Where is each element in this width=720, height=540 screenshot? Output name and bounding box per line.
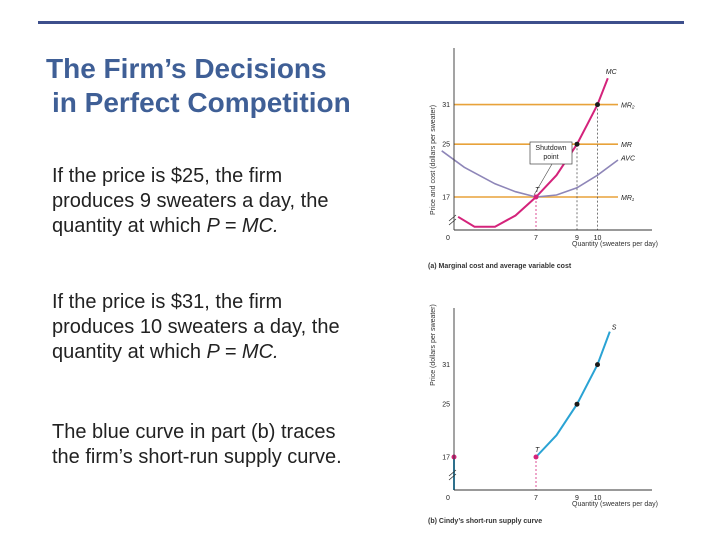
avc-label: AVC bbox=[620, 155, 636, 162]
x-tick-label: 10 bbox=[594, 495, 602, 502]
chart-a-x-axis-label: Quantity (sweaters per day) bbox=[572, 241, 658, 248]
y-tick-label: 25 bbox=[442, 402, 450, 409]
paragraph-supply-curve: The blue curve in part (b) traces the fi… bbox=[52, 420, 352, 470]
shutdown-point-label: Shutdown point bbox=[535, 145, 567, 161]
axis-break bbox=[448, 214, 457, 226]
chart-b-supply-curve: Price (dollars per sweater) T 0 17 25 31 7 9 10… bbox=[428, 304, 658, 525]
chart-a-title: (a) Marginal cost and average variable c… bbox=[428, 263, 572, 270]
y-tick-label: 31 bbox=[442, 102, 450, 109]
data-point bbox=[533, 194, 539, 200]
paragraph-price-25: If the price is $25, the firm produces 9… bbox=[52, 164, 352, 239]
chart-b-title: (b) Cindy’s short-run supply curve bbox=[428, 518, 542, 525]
slide-title-line1: The Firm’s Decisions bbox=[46, 53, 327, 84]
y-tick-label: 17 bbox=[442, 195, 450, 202]
y-tick-label: 31 bbox=[442, 362, 450, 369]
supply-curve bbox=[535, 331, 611, 458]
paragraph-text: The blue curve in part (b) traces the fi… bbox=[52, 421, 342, 468]
mc-curve bbox=[457, 77, 609, 228]
data-point bbox=[574, 141, 580, 147]
paragraph-text: If the price is $25, the firm produces 9… bbox=[52, 165, 329, 237]
price-line-label: MR bbox=[621, 142, 632, 149]
x-tick-label: 7 bbox=[534, 235, 538, 242]
x-tick-label: 9 bbox=[575, 235, 579, 242]
shutdown-point-box bbox=[529, 141, 573, 165]
paragraph-text: If the price is $31, the firm produces 1… bbox=[52, 291, 340, 363]
supply-label: S bbox=[612, 325, 617, 332]
data-point bbox=[533, 454, 539, 460]
paragraph-equation: P = MC. bbox=[206, 341, 279, 363]
chart-a-marginal-cost: Price and cost (dollars per sweater) MR₂… bbox=[428, 48, 658, 270]
chart-b-y-axis-label: Price (dollars per sweater) bbox=[430, 304, 437, 386]
y-tick-label: 25 bbox=[442, 142, 450, 149]
price-line-label: MR₂ bbox=[621, 103, 635, 110]
x-tick-label: 10 bbox=[594, 235, 602, 242]
paragraph-equation: P = MC. bbox=[206, 215, 279, 237]
axis-break bbox=[448, 469, 457, 481]
paragraph-price-31: If the price is $31, the firm produces 1… bbox=[52, 290, 352, 365]
annotation-pointer bbox=[533, 163, 553, 196]
point-label: T bbox=[535, 187, 540, 194]
point-label: T bbox=[535, 447, 540, 454]
data-point bbox=[595, 102, 600, 108]
x-tick-label: 7 bbox=[534, 495, 538, 502]
data-point bbox=[574, 401, 580, 407]
chart-a-y-axis-label: Price and cost (dollars per sweater) bbox=[430, 105, 437, 215]
slide-title-line2: in Perfect Competition bbox=[52, 87, 351, 118]
y-tick-label: 17 bbox=[442, 455, 450, 462]
origin-label: 0 bbox=[446, 235, 450, 242]
slide-title: The Firm’s Decisions in Perfect Competit… bbox=[46, 52, 351, 120]
mc-label: MC bbox=[606, 69, 618, 76]
top-rule bbox=[38, 21, 684, 24]
price-line-label: MR₁ bbox=[621, 195, 635, 202]
x-tick-label: 9 bbox=[575, 495, 579, 502]
origin-label: 0 bbox=[446, 495, 450, 502]
data-point bbox=[595, 362, 600, 368]
chart-b-x-axis-label: Quantity (sweaters per day) bbox=[572, 501, 658, 508]
